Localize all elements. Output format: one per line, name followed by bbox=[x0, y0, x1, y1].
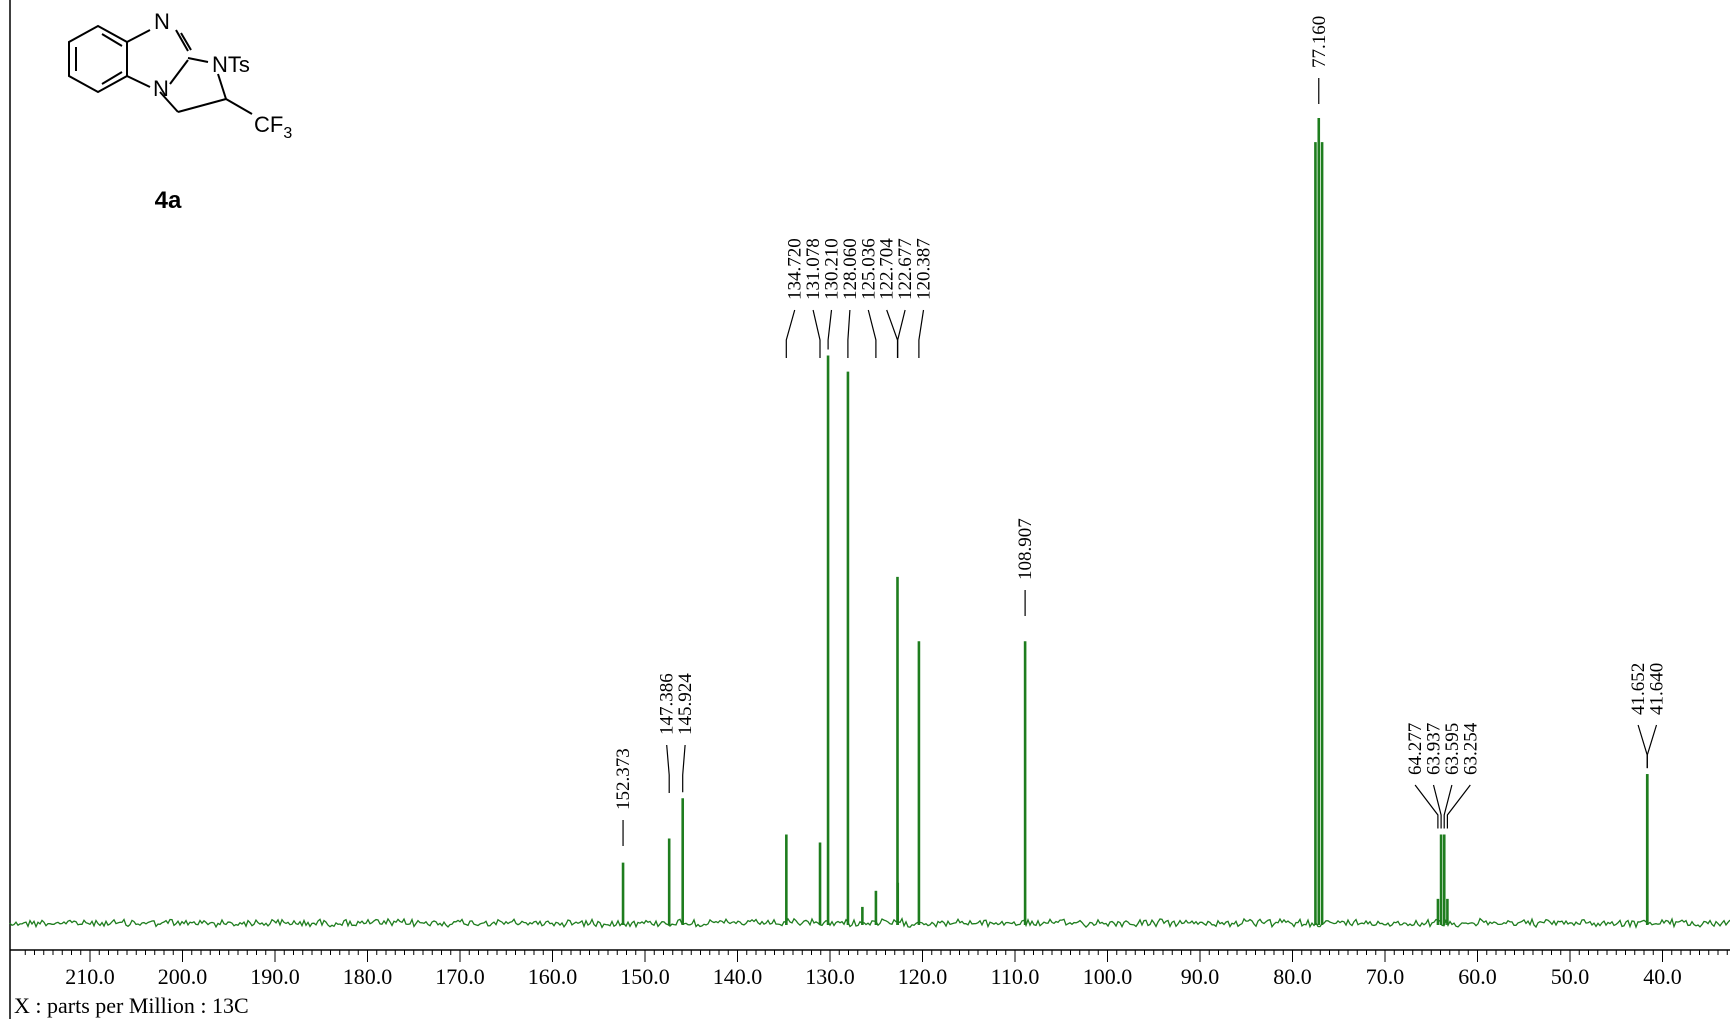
bond-c-n-top bbox=[126, 29, 151, 43]
peak-label-152.373: 152.373 bbox=[613, 748, 634, 810]
x-tick-label-100: 100.0 bbox=[1083, 964, 1133, 989]
peak-leader-41.640 bbox=[1646, 724, 1658, 769]
peak-leader-64.277 bbox=[1414, 784, 1439, 829]
x-tick-label-90: 90.0 bbox=[1181, 964, 1220, 989]
bond-ch-nts bbox=[217, 73, 227, 100]
peak-label-134.720: 134.720 bbox=[785, 238, 806, 300]
peak-leader-63.937 bbox=[1432, 784, 1442, 829]
baseline-noise bbox=[9, 916, 1730, 930]
bond-c2-nts bbox=[187, 57, 209, 63]
peak-label-131.078: 131.078 bbox=[803, 238, 824, 300]
bond-n-c2-lower bbox=[169, 59, 189, 85]
peak-leader-130.210 bbox=[827, 309, 833, 350]
peak-leader-147.386 bbox=[666, 744, 670, 793]
peak-label-125.036: 125.036 bbox=[858, 238, 879, 300]
spectrum-peaks bbox=[621, 118, 1649, 925]
x-tick-label-50: 50.0 bbox=[1551, 964, 1590, 989]
bond-n-c2-double bbox=[180, 32, 192, 51]
x-axis-label: X : parts per Million : 13C bbox=[14, 993, 249, 1018]
peak-leader-131.078 bbox=[812, 309, 821, 358]
peak-leader-63.595 bbox=[1443, 784, 1453, 829]
peak-label-63.254: 63.254 bbox=[1460, 722, 1481, 775]
peak-label-63.937: 63.937 bbox=[1424, 723, 1445, 775]
spectrum-baseline bbox=[9, 916, 1730, 930]
peak-leader-134.720 bbox=[785, 309, 796, 358]
peak-leader-125.036 bbox=[867, 309, 877, 358]
x-tick-label-210: 210.0 bbox=[65, 964, 115, 989]
x-axis: 210.0 200.0 190.0 180.0 170.0 160.0 150.0 140.0… bbox=[10, 949, 1730, 989]
atom-label-n-top: N bbox=[154, 9, 170, 34]
atom-label-nts: NTs bbox=[212, 52, 250, 77]
peak-label-120.387: 120.387 bbox=[914, 238, 935, 300]
peak-leader-128.060 bbox=[847, 309, 851, 358]
bond-c-n-bottom bbox=[126, 75, 151, 88]
x-tick-label-130: 130.0 bbox=[805, 964, 855, 989]
peak-leader-145.924 bbox=[682, 744, 686, 793]
compound-label: 4a bbox=[155, 187, 182, 214]
peak-leader-63.254 bbox=[1446, 784, 1471, 829]
x-tick-label-60: 60.0 bbox=[1458, 964, 1497, 989]
compound-structure bbox=[68, 24, 253, 115]
peak-label-145.924: 145.924 bbox=[675, 673, 696, 735]
peak-label-64.277: 64.277 bbox=[1405, 723, 1426, 775]
x-tick-label-80: 80.0 bbox=[1273, 964, 1312, 989]
peak-label-130.210: 130.210 bbox=[822, 238, 843, 300]
bond-ch2-ch bbox=[177, 98, 227, 113]
benzene-double-bond-bottom bbox=[101, 71, 123, 85]
atom-label-cf3: CF3 bbox=[254, 112, 292, 142]
bond-n-ch2 bbox=[159, 91, 179, 113]
x-tick-label-160: 160.0 bbox=[528, 964, 578, 989]
x-tick-label-180: 180.0 bbox=[343, 964, 393, 989]
peak-label-63.595: 63.595 bbox=[1442, 723, 1463, 775]
x-tick-label-170: 170.0 bbox=[435, 964, 485, 989]
benzene-double-bond-top bbox=[101, 33, 123, 47]
peak-leader-120.387 bbox=[918, 309, 925, 358]
atom-label-cf3-subscript: 3 bbox=[283, 125, 292, 142]
atom-label-cf3-main: CF bbox=[254, 112, 283, 137]
x-tick-label-70: 70.0 bbox=[1366, 964, 1405, 989]
peak-label-41.640: 41.640 bbox=[1647, 663, 1668, 715]
peak-label-41.652: 41.652 bbox=[1628, 663, 1649, 715]
x-tick-label-110: 110.0 bbox=[991, 964, 1040, 989]
peak-label-77.160: 77.160 bbox=[1309, 16, 1330, 68]
x-tick-label-140: 140.0 bbox=[713, 964, 763, 989]
x-tick-label-120: 120.0 bbox=[898, 964, 948, 989]
peak-label-108.907: 108.907 bbox=[1015, 518, 1036, 580]
peak-label-122.677: 122.677 bbox=[895, 238, 916, 300]
x-tick-label-190: 190.0 bbox=[250, 964, 300, 989]
peak-label-122.704: 122.704 bbox=[877, 238, 898, 300]
x-tick-label-200: 200.0 bbox=[158, 964, 208, 989]
bond-ch-cf3 bbox=[225, 98, 253, 115]
peak-annotations: 134.720131.078130.210128.060125.036122.7… bbox=[613, 16, 1668, 846]
atom-label-n-bottom: N bbox=[153, 76, 169, 101]
peak-leader-122.677 bbox=[897, 309, 906, 358]
x-tick-label-150: 150.0 bbox=[620, 964, 670, 989]
bond-n-c2 bbox=[175, 29, 189, 52]
x-tick-label-40: 40.0 bbox=[1643, 964, 1682, 989]
peak-label-128.060: 128.060 bbox=[840, 238, 861, 300]
peak-label-147.386: 147.386 bbox=[657, 673, 678, 735]
